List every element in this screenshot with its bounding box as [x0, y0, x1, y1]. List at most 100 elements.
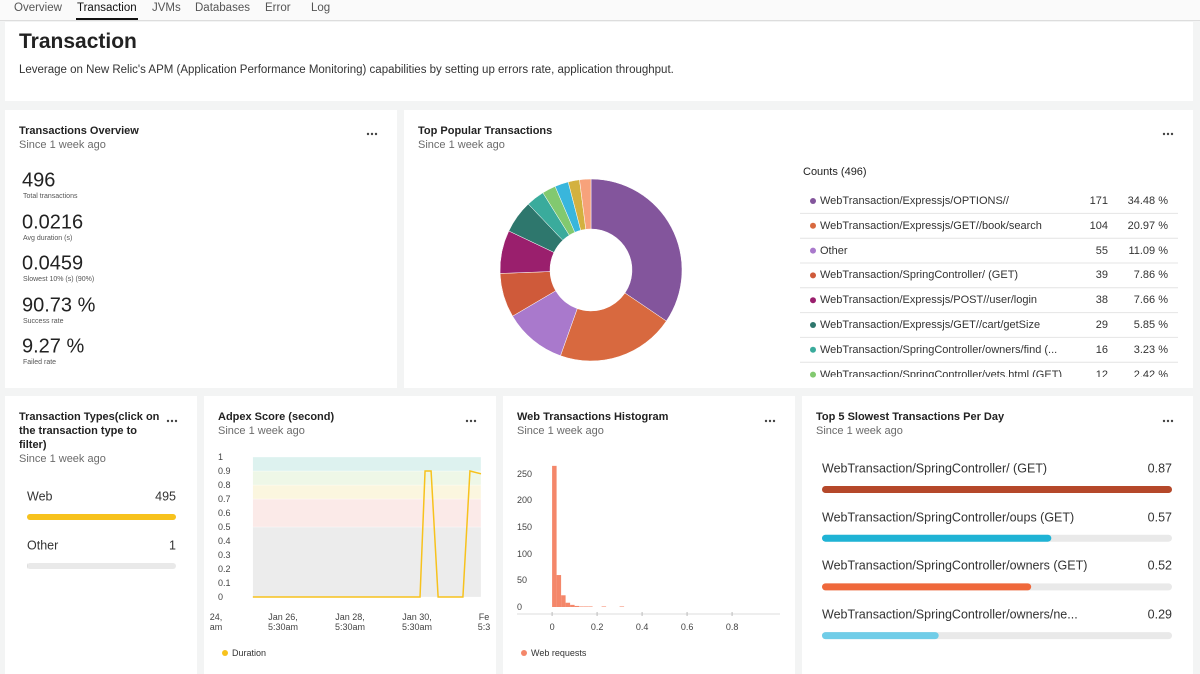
page-description: Leverage on New Relic's APM (Application…: [19, 64, 674, 76]
legend-dot: [810, 371, 816, 378]
y-tick-label: 0.2: [218, 564, 231, 574]
menu-icon[interactable]: [366, 132, 378, 136]
pie-slice: [560, 292, 667, 362]
types-panel: Transaction Types(click on the transacti…: [5, 396, 197, 674]
legend-dot: [810, 322, 816, 328]
bar-label[interactable]: WebTransaction/SpringController/owners (…: [822, 558, 1088, 573]
legend-name[interactable]: Other: [820, 244, 848, 257]
bar-value: 495: [155, 489, 176, 504]
x-tick-label: Jan 26, 5:30am: [267, 612, 298, 632]
legend-share: 3.23 %: [1133, 343, 1168, 356]
y-tick-label: 50: [517, 575, 528, 586]
panel-title: Web Transactions Histogram: [517, 411, 669, 423]
legend-dot: [810, 272, 816, 279]
tab-bar: [0, 0, 1200, 21]
bar-label[interactable]: WebTransaction/SpringController/oups (GE…: [822, 509, 1075, 524]
bar-value: 0.52: [1147, 558, 1172, 573]
x-tick-label: 0: [549, 622, 555, 632]
tab[interactable]: Error: [265, 1, 291, 14]
metric-value: 496: [22, 169, 56, 192]
menu-icon[interactable]: [764, 419, 776, 423]
histogram-bar: [574, 605, 580, 607]
bar: [822, 486, 1172, 493]
histogram-panel: Web Transactions Histogram Since 1 week …: [503, 396, 795, 674]
tab[interactable]: Overview: [14, 1, 62, 14]
panel-subtitle: Since 1 week ago: [418, 139, 505, 151]
legend-dot: [222, 650, 228, 656]
menu-icon[interactable]: [166, 419, 178, 423]
legend-name[interactable]: WebTransaction/Expressjs/POST//user/logi…: [820, 294, 1038, 307]
histogram-bar: [579, 606, 584, 607]
legend-name[interactable]: WebTransaction/Expressjs/OPTIONS//: [820, 195, 1009, 207]
metric-label: Failed rate: [23, 359, 57, 367]
tab[interactable]: Databases: [195, 1, 250, 14]
metric-label: Total transactions: [23, 193, 78, 200]
page-title: Transaction: [19, 30, 137, 53]
legend-dot: [810, 198, 816, 204]
bar-value: 1: [169, 538, 176, 553]
histogram-bar: [601, 606, 607, 607]
legend-share: 34.48 %: [1127, 195, 1168, 207]
legend-name[interactable]: WebTransaction/Expressjs/GET//cart/getSi…: [820, 319, 1041, 331]
y-tick-label: 0.8: [218, 480, 231, 490]
metric-value: 0.0216: [22, 211, 84, 234]
y-tick-label: 100: [517, 548, 533, 559]
legend-count: 171: [1089, 195, 1108, 207]
menu-icon[interactable]: [1162, 132, 1174, 136]
tab[interactable]: Log: [311, 1, 331, 14]
bar: [27, 514, 176, 520]
tab[interactable]: JVMs: [152, 1, 181, 14]
legend-share: 2.42 %: [1133, 368, 1168, 377]
x-tick-label: Fe 5:3: [477, 612, 491, 632]
menu-icon[interactable]: [1162, 419, 1174, 423]
legend-count: 38: [1095, 294, 1108, 307]
legend-dot: [810, 222, 816, 229]
bar-label[interactable]: Web: [27, 489, 53, 504]
panel-title: Adpex Score (second): [218, 411, 335, 423]
x-tick-label: 24, am: [209, 612, 223, 632]
y-tick-label: 0.1: [218, 578, 231, 588]
bar: [822, 534, 1052, 542]
bar-label[interactable]: Other: [27, 538, 59, 553]
overview-panel: Transactions Overview Since 1 week ago: [5, 110, 397, 388]
histogram-bar: [619, 606, 625, 607]
tab[interactable]: Transaction: [77, 1, 137, 14]
y-tick-label: 0: [218, 592, 224, 602]
legend-name[interactable]: WebTransaction/SpringController/owners/f…: [820, 343, 1058, 356]
y-tick-label: 200: [517, 495, 533, 506]
bar-label[interactable]: WebTransaction/SpringController/ (GET): [822, 461, 1048, 476]
pie-slice: [579, 178, 592, 230]
legend-count: 12: [1095, 368, 1108, 377]
x-tick-label: Jan 30, 5:30am: [401, 612, 433, 632]
legend-label: Web requests: [531, 648, 587, 658]
threshold-band: [252, 498, 482, 528]
bar-label[interactable]: WebTransaction/SpringController/owners/n…: [822, 607, 1078, 622]
bar: [822, 583, 1032, 591]
legend-share: 20.97 %: [1127, 219, 1168, 232]
metric-value: 90.73 %: [22, 294, 96, 317]
pie-slice: [590, 178, 683, 322]
y-tick-label: 150: [517, 522, 533, 533]
legend-name[interactable]: WebTransaction/Expressjs/GET//book/searc…: [820, 219, 1042, 232]
legend-count: 16: [1095, 343, 1108, 356]
y-tick-label: 0.5: [218, 522, 231, 532]
y-tick-label: 0: [517, 602, 523, 612]
legend-dot: [810, 247, 816, 254]
menu-icon[interactable]: [465, 419, 477, 423]
legend-name[interactable]: WebTransaction/SpringController/vets.htm…: [820, 368, 1063, 377]
panel-title: Top Popular Transactions: [418, 125, 553, 137]
histogram-bar: [588, 606, 593, 607]
line-series: [252, 470, 482, 598]
tab-underline: [76, 18, 138, 20]
bar-value: 0.29: [1147, 607, 1172, 622]
legend-share: 5.85 %: [1133, 319, 1168, 331]
legend-share: 7.66 %: [1133, 294, 1168, 307]
legend-label: Duration: [232, 648, 267, 658]
legend-title: Counts (496): [803, 166, 867, 178]
y-tick-label: 0.9: [218, 466, 231, 476]
panel-subtitle: Since 1 week ago: [816, 425, 903, 437]
metric-label: Success rate: [23, 317, 64, 325]
legend-name[interactable]: WebTransaction/SpringController/ (GET): [820, 269, 1019, 282]
